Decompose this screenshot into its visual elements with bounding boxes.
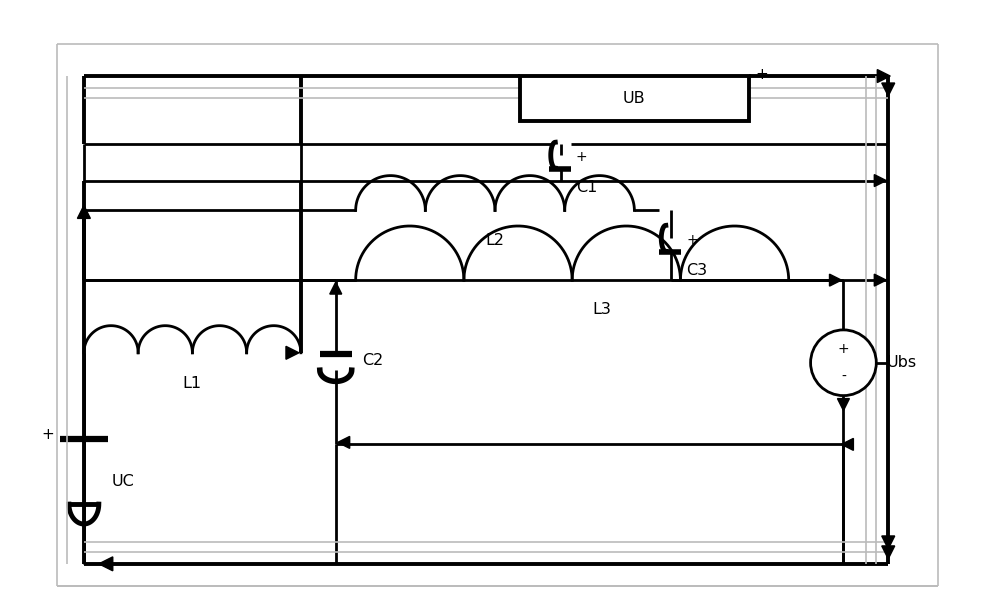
Text: C1: C1 [576, 180, 597, 195]
Polygon shape [837, 399, 849, 411]
Circle shape [811, 330, 876, 395]
Polygon shape [830, 274, 841, 286]
Text: +: + [756, 66, 769, 82]
Polygon shape [286, 346, 299, 359]
Text: -: - [841, 370, 846, 384]
Polygon shape [882, 546, 895, 559]
Polygon shape [77, 205, 90, 218]
Text: UC: UC [112, 474, 135, 489]
Text: +: + [686, 233, 698, 247]
Polygon shape [874, 175, 886, 186]
Polygon shape [882, 536, 895, 549]
Text: +: + [576, 150, 587, 164]
Polygon shape [882, 83, 895, 96]
Polygon shape [841, 438, 853, 450]
Text: UB: UB [623, 91, 646, 106]
Polygon shape [338, 437, 350, 448]
Text: C3: C3 [686, 263, 707, 278]
Text: C2: C2 [362, 353, 383, 368]
Text: Ubs: Ubs [886, 355, 916, 370]
Text: +: + [838, 342, 849, 356]
Text: +: + [41, 427, 54, 442]
Polygon shape [874, 274, 886, 286]
Polygon shape [330, 282, 342, 294]
Text: L2: L2 [486, 233, 505, 248]
Bar [520, 76, 749, 121]
Text: L3: L3 [593, 302, 611, 317]
Text: L1: L1 [183, 376, 202, 391]
Polygon shape [99, 557, 113, 571]
Polygon shape [877, 69, 890, 82]
